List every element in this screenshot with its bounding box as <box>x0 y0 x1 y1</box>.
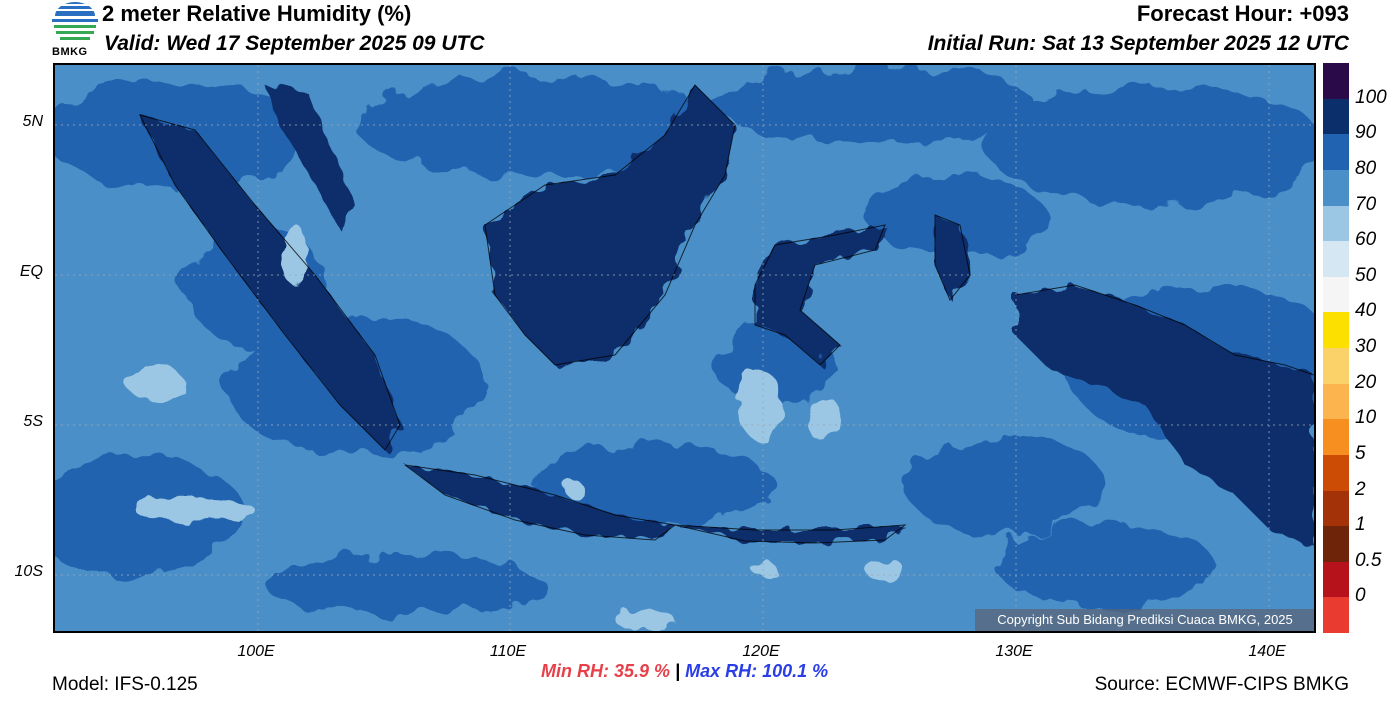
lon-label-140e: 140E <box>1248 643 1286 660</box>
colorbar-label: 1 <box>1355 514 1366 536</box>
colorbar-swatch <box>1323 169 1349 206</box>
colorbar-swatch <box>1323 561 1349 598</box>
colorbar-swatch <box>1323 348 1349 384</box>
colorbar-swatch <box>1323 134 1349 170</box>
initial-run: Initial Run: Sat 13 September 2025 12 UT… <box>927 32 1349 55</box>
colorbar-swatch <box>1323 454 1349 491</box>
colorbar <box>1323 63 1349 633</box>
colorbar-swatch <box>1323 490 1349 527</box>
colorbar-label: 2 <box>1355 478 1366 500</box>
logo-text: BMKG <box>52 46 88 58</box>
model-label: Model: IFS-0.125 <box>52 674 198 695</box>
lon-label-100e: 100E <box>237 643 275 660</box>
bmkg-logo-icon <box>52 2 98 40</box>
colorbar-swatch <box>1323 312 1349 348</box>
colorbar-label: 30 <box>1355 336 1377 357</box>
colorbar-swatch <box>1323 98 1349 135</box>
colorbar-label: 90 <box>1355 122 1377 144</box>
colorbar-label: 5 <box>1355 442 1366 464</box>
colorbar-swatch <box>1323 526 1349 562</box>
colorbar-label: 10 <box>1355 407 1377 429</box>
colorbar-label: 0.5 <box>1355 549 1382 571</box>
lon-label-110e: 110E <box>489 643 527 660</box>
source-label: Source: ECMWF-CIPS BMKG <box>1094 674 1349 695</box>
min-max-rh: Min RH: 35.9 % | Max RH: 100.1 % <box>541 661 828 682</box>
forecast-hour: Forecast Hour: +093 <box>1136 1 1349 26</box>
colorbar-label: 80 <box>1355 157 1377 179</box>
colorbar-swatch <box>1323 241 1349 277</box>
copyright-notice: Copyright Sub Bidang Prediksi Cuaca BMKG… <box>975 609 1314 631</box>
colorbar-label: 0 <box>1355 585 1366 607</box>
min-rh: Min RH: 35.9 % <box>541 661 671 681</box>
lat-label-5n: 5N <box>22 113 43 130</box>
colorbar-label: 20 <box>1355 371 1377 393</box>
colorbar-swatch <box>1323 63 1349 99</box>
colorbar-label: 100 <box>1355 86 1387 108</box>
map-title: 2 meter Relative Humidity (%) <box>102 1 412 26</box>
humidity-map-canvas <box>55 65 1314 631</box>
valid-time: Valid: Wed 17 September 2025 09 UTC <box>104 32 485 55</box>
colorbar-label: 40 <box>1355 300 1377 322</box>
colorbar-swatch <box>1323 597 1349 633</box>
lon-label-130e: 130E <box>995 643 1033 660</box>
colorbar-swatch <box>1323 383 1349 420</box>
colorbar-swatch <box>1323 205 1349 242</box>
colorbar-label: 60 <box>1355 229 1377 251</box>
colorbar-label: 50 <box>1355 264 1377 286</box>
colorbar-swatch <box>1323 276 1349 313</box>
bmkg-logo: BMKG <box>50 0 100 62</box>
lon-label-120e: 120E <box>742 643 780 660</box>
lat-label-eq: EQ <box>19 263 43 280</box>
min-max-separator: | <box>675 661 681 681</box>
colorbar-label: 70 <box>1355 193 1377 215</box>
max-rh: Max RH: 100.1 % <box>685 661 829 681</box>
humidity-map: Copyright Sub Bidang Prediksi Cuaca BMKG… <box>53 63 1316 633</box>
lat-label-10s: 10S <box>14 563 43 580</box>
colorbar-swatch <box>1323 419 1349 455</box>
lat-label-5s: 5S <box>23 413 43 430</box>
